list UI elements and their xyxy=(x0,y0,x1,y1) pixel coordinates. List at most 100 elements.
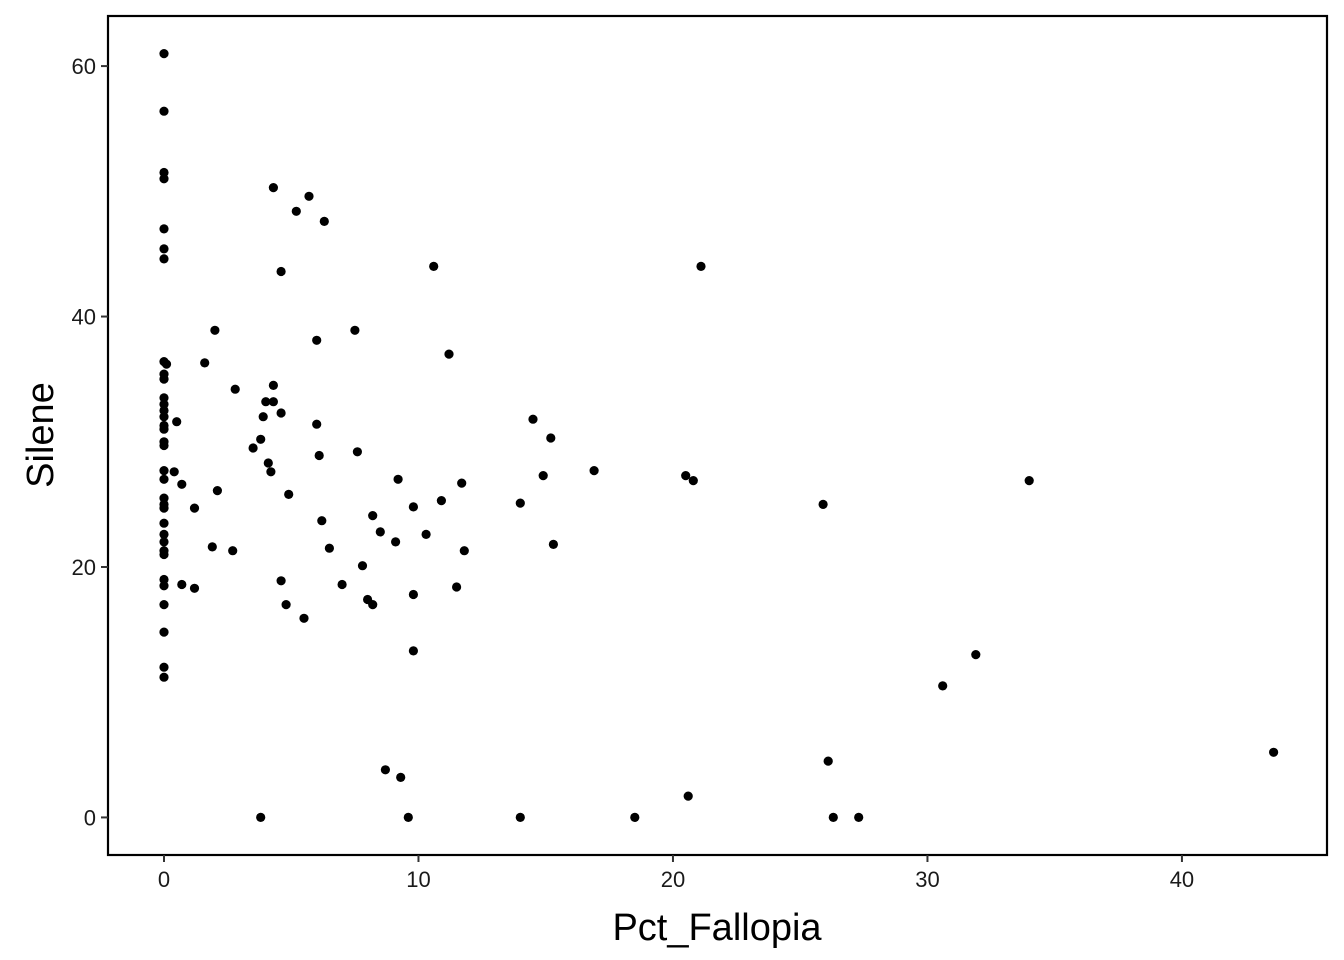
scatter-point xyxy=(159,412,169,422)
scatter-point xyxy=(403,812,413,823)
scatter-point xyxy=(375,527,385,537)
scatter-point xyxy=(546,433,556,443)
scatter-point xyxy=(256,812,266,823)
scatter-point xyxy=(393,474,403,484)
scatter-point xyxy=(421,529,431,540)
scatter-point xyxy=(436,496,446,506)
scatter-point xyxy=(444,349,454,359)
scatter-point xyxy=(159,574,169,585)
scatter-point xyxy=(159,440,169,451)
scatter-point xyxy=(159,167,169,178)
scatter-point xyxy=(161,359,172,369)
scatter-point xyxy=(528,414,538,424)
scatter-point xyxy=(159,174,169,184)
scatter-point xyxy=(408,502,418,512)
scatter-point xyxy=(312,335,322,345)
scatter-point xyxy=(368,600,378,610)
y-axis-ticks: 0 20 40 60 xyxy=(72,54,108,830)
scatter-point xyxy=(281,600,291,610)
scatter-point xyxy=(284,489,294,499)
scatter-point xyxy=(159,399,169,409)
scatter-point xyxy=(408,646,418,656)
scatter-point xyxy=(828,812,838,823)
scatter-point xyxy=(177,479,187,489)
scatter-point xyxy=(230,384,240,394)
scatter-point xyxy=(159,537,169,547)
scatter-point xyxy=(268,183,278,193)
scatter-point xyxy=(261,397,271,407)
scatter-point xyxy=(159,49,169,59)
scatter-point xyxy=(1269,747,1279,757)
scatter-point xyxy=(823,756,833,766)
scatter-point xyxy=(212,486,222,496)
scatter-point xyxy=(688,476,698,486)
scatter-point xyxy=(380,765,390,775)
scatter-point xyxy=(159,224,169,234)
scatter-point xyxy=(938,681,948,691)
x-axis-ticks: 0 10 20 30 40 xyxy=(158,855,1194,892)
scatter-point xyxy=(276,408,286,418)
scatter-point xyxy=(304,191,314,201)
scatter-point xyxy=(1024,476,1034,486)
scatter-point xyxy=(350,325,360,335)
scatter-point xyxy=(159,474,169,484)
scatter-point xyxy=(299,613,309,623)
scatter-point xyxy=(159,503,169,513)
scatter-point xyxy=(408,589,418,600)
scatter-point xyxy=(159,424,169,434)
scatter-point xyxy=(248,443,258,453)
scatter-point xyxy=(538,471,548,481)
y-axis-title: Silene xyxy=(20,382,62,488)
scatter-point xyxy=(681,471,691,481)
scatter-point xyxy=(207,542,217,552)
scatter-point xyxy=(324,543,334,553)
scatter-point xyxy=(200,358,210,368)
scatter-point xyxy=(189,503,200,513)
scatter-point xyxy=(159,493,169,503)
x-axis-title: Pct_Fallopia xyxy=(612,907,822,949)
scatter-point xyxy=(159,581,169,591)
y-tick-label: 20 xyxy=(72,555,96,580)
scatter-point xyxy=(457,478,467,488)
scatter-point xyxy=(515,498,525,508)
scatter-point xyxy=(159,254,169,264)
y-tick-label: 0 xyxy=(84,805,96,830)
scatter-point xyxy=(159,244,169,254)
scatter-point xyxy=(818,499,828,509)
scatter-point xyxy=(429,261,439,271)
scatter-point xyxy=(396,772,406,783)
scatter-point xyxy=(352,447,362,457)
scatter-point xyxy=(159,466,169,476)
scatter-point xyxy=(391,537,401,547)
scatter-point xyxy=(228,546,238,556)
scatter-point xyxy=(630,812,640,823)
scatter-point xyxy=(314,450,324,461)
data-points xyxy=(159,49,1279,823)
scatter-point xyxy=(459,546,469,556)
scatter-point xyxy=(452,582,462,592)
x-tick-label: 10 xyxy=(406,867,430,892)
scatter-point xyxy=(210,325,220,335)
scatter-point xyxy=(159,106,169,116)
scatter-point xyxy=(854,812,864,823)
scatter-point xyxy=(263,458,273,468)
scatter-point xyxy=(319,216,329,226)
x-tick-label: 30 xyxy=(915,867,939,892)
scatter-point xyxy=(589,466,599,476)
scatter-point xyxy=(172,417,182,427)
scatter-point xyxy=(159,518,169,528)
scatter-point xyxy=(159,393,169,403)
scatter-point xyxy=(159,549,169,560)
x-tick-label: 40 xyxy=(1170,867,1194,892)
scatter-point xyxy=(159,662,169,672)
scatter-point xyxy=(268,380,278,390)
scatter-point xyxy=(159,672,169,682)
scatter-point xyxy=(258,412,268,422)
scatter-point xyxy=(696,261,706,271)
scatter-point xyxy=(548,539,559,550)
scatter-point xyxy=(256,434,266,444)
scatter-point xyxy=(312,419,322,429)
scatter-point xyxy=(276,576,286,586)
scatter-point xyxy=(368,510,378,521)
